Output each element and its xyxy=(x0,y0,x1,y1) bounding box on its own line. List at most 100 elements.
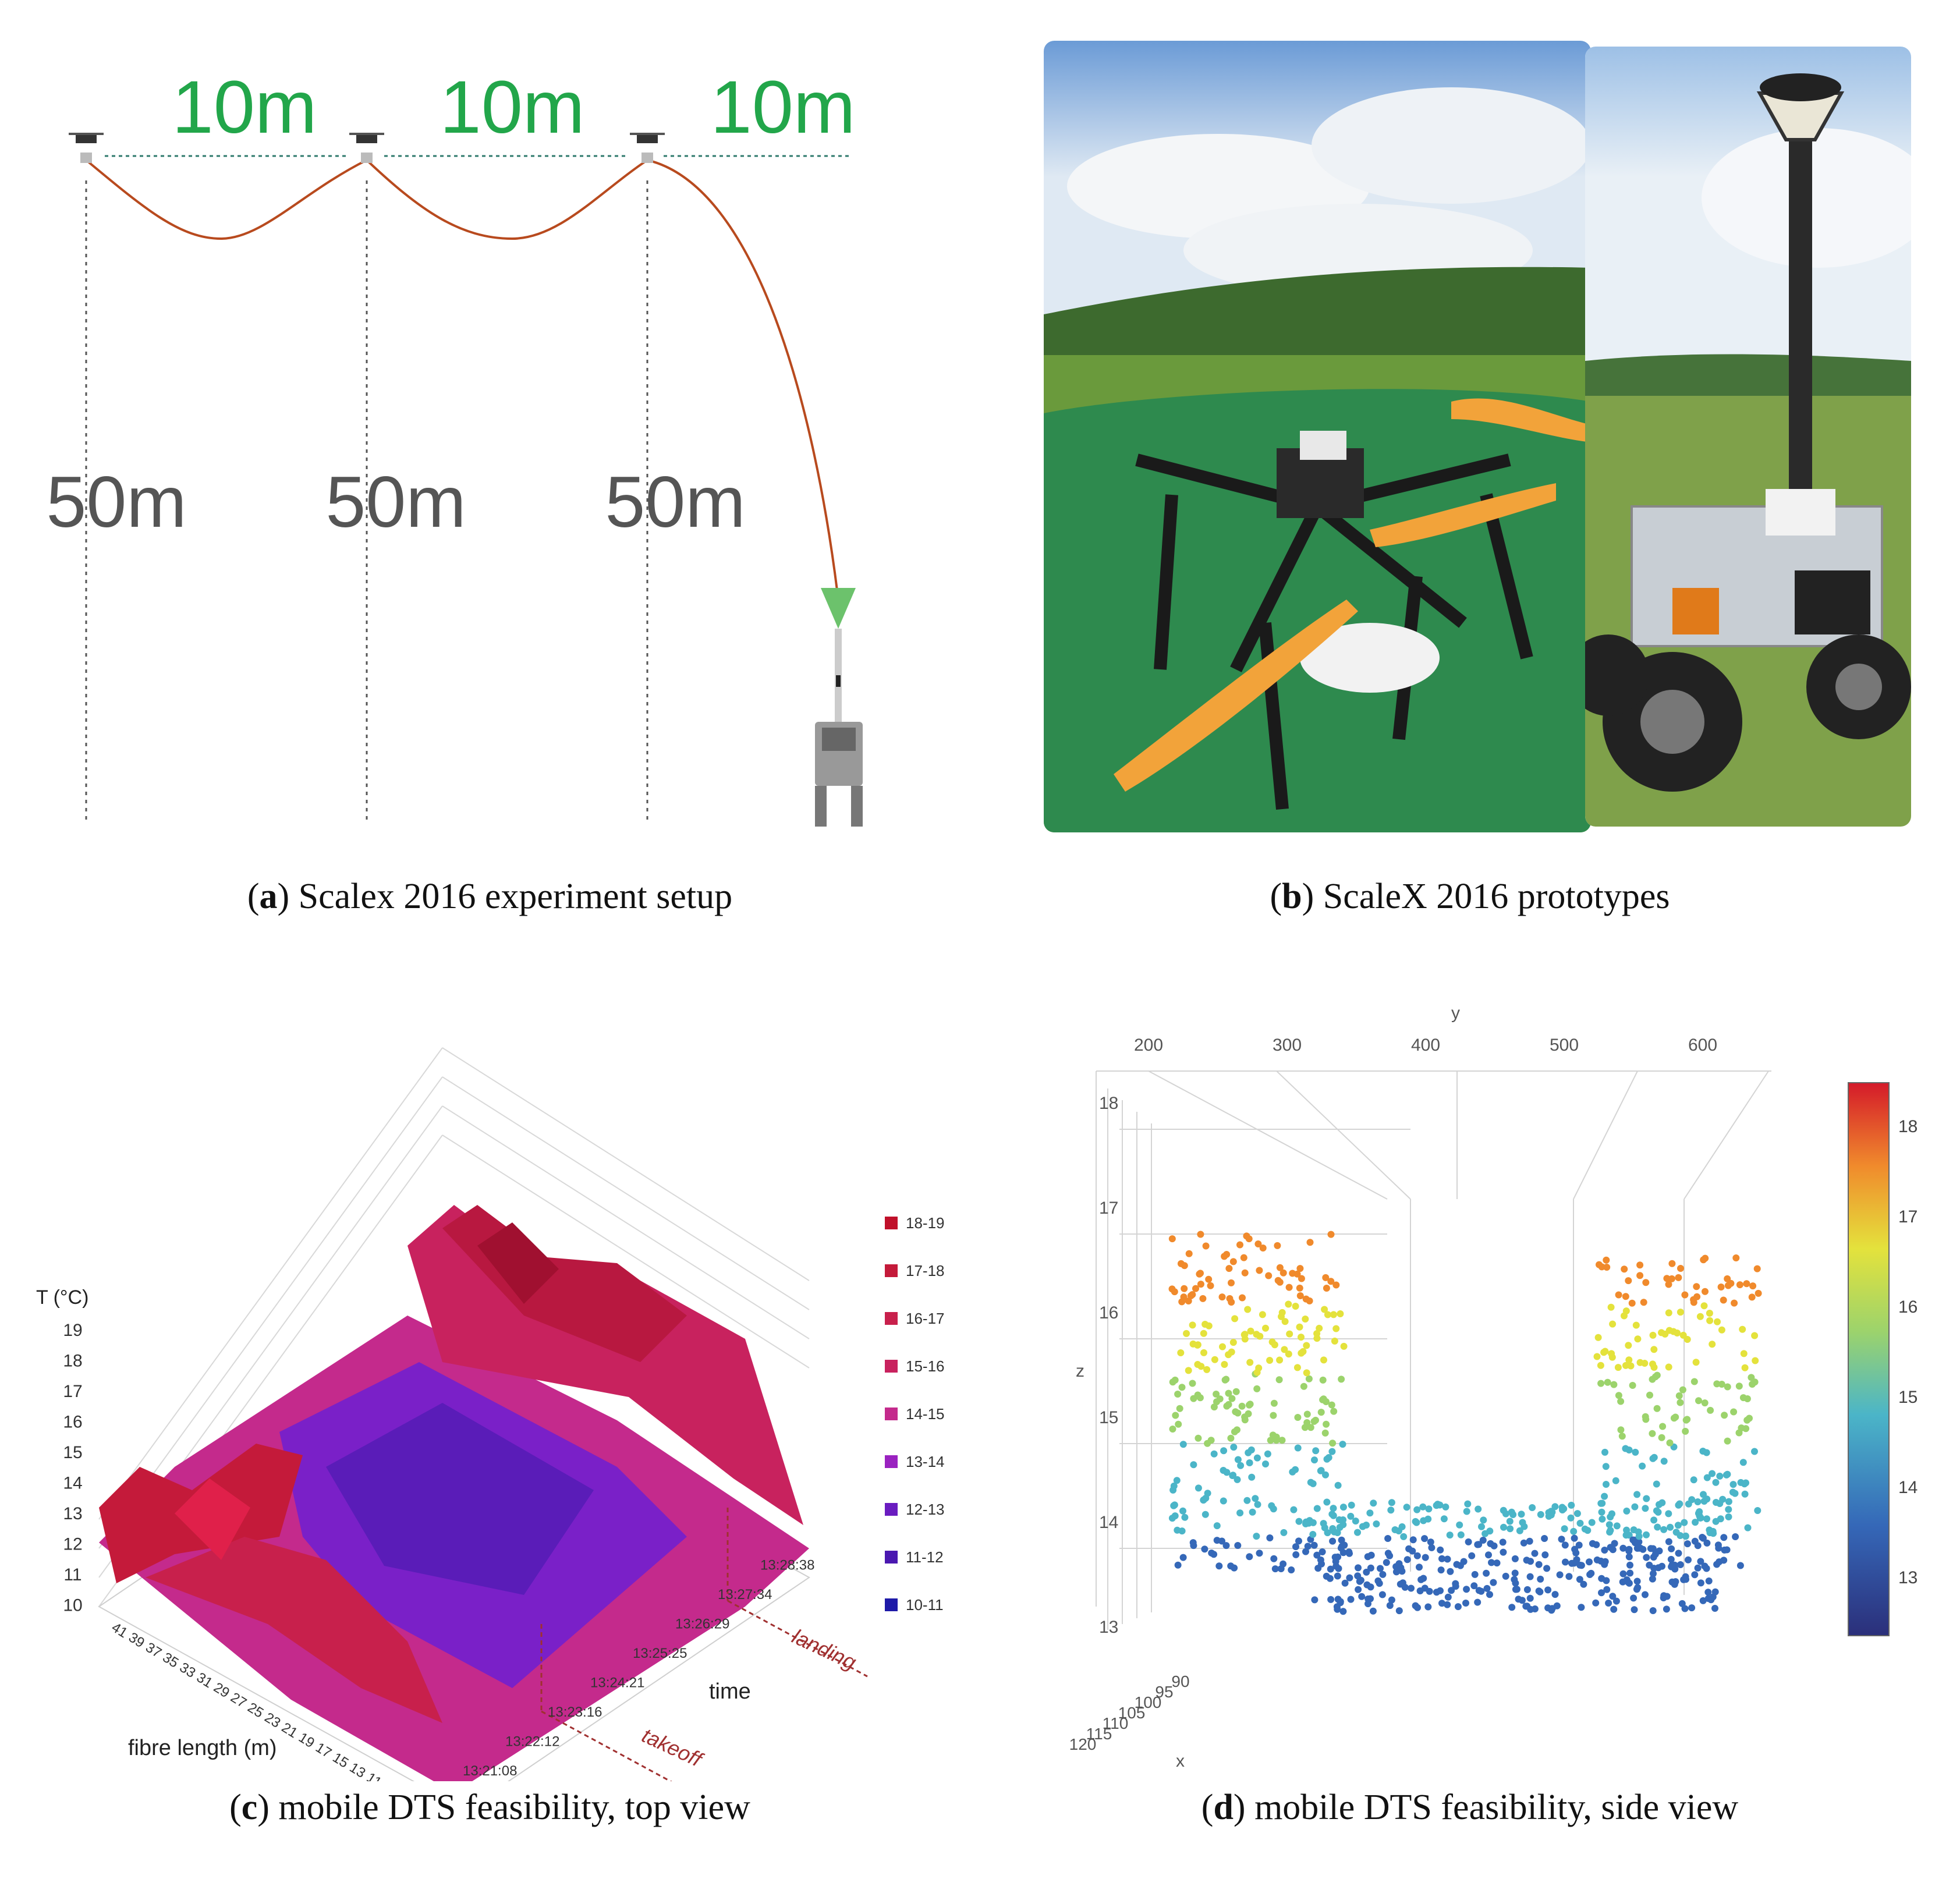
scatter-point xyxy=(1598,1263,1605,1271)
x-tick-label: 115 xyxy=(1086,1725,1112,1743)
scatter-point xyxy=(1211,1356,1218,1363)
scatter-point xyxy=(1614,1364,1622,1371)
scatter-point xyxy=(1562,1558,1569,1566)
scatter-point xyxy=(1731,1299,1738,1307)
scatter-point xyxy=(1395,1560,1403,1568)
scatter-point xyxy=(1220,1497,1227,1505)
scatter-point xyxy=(1201,1545,1208,1553)
scatter-point xyxy=(1327,1565,1334,1573)
scatter-point xyxy=(1319,1548,1326,1555)
scatter-point xyxy=(1709,1341,1716,1348)
scatter-point xyxy=(1397,1580,1404,1588)
scatter-point xyxy=(1679,1386,1686,1394)
scatter-point xyxy=(1208,1550,1215,1557)
scatter-point xyxy=(1721,1412,1728,1419)
scatter-point xyxy=(1658,1434,1665,1441)
scatter-point xyxy=(1169,1426,1176,1433)
scatter-point xyxy=(1626,1569,1634,1577)
scatter-point xyxy=(1256,1550,1263,1557)
scatter-point xyxy=(1593,1556,1601,1564)
scatter-point xyxy=(1635,1533,1643,1540)
scatter-point xyxy=(1330,1408,1338,1415)
scatter-point xyxy=(1660,1458,1668,1465)
scatter-point xyxy=(1660,1526,1668,1533)
scatter-point xyxy=(1195,1484,1202,1492)
scatter-point xyxy=(1280,1529,1288,1536)
scatter-point xyxy=(1628,1299,1636,1307)
y-tick-label: 500 xyxy=(1550,1036,1579,1055)
scatter-point xyxy=(1438,1555,1445,1562)
scatter-point xyxy=(1649,1545,1657,1552)
scatter-point xyxy=(1601,1547,1608,1554)
scatter-point xyxy=(1500,1506,1507,1514)
scatter-point xyxy=(1190,1395,1197,1402)
scatter-point xyxy=(1618,1433,1626,1440)
scatter-point xyxy=(1363,1568,1370,1576)
scatter-point xyxy=(1702,1288,1709,1295)
scatter-point xyxy=(1254,1501,1261,1508)
scatter-point xyxy=(1452,1583,1459,1590)
scatter-point xyxy=(1245,1410,1252,1417)
scatter-point xyxy=(1565,1573,1573,1580)
scatter-point xyxy=(1234,1476,1241,1483)
scatter-point xyxy=(1302,1518,1310,1526)
scatter-point xyxy=(1742,1479,1749,1487)
scatter-point xyxy=(1303,1410,1311,1418)
scatter-point xyxy=(1617,1398,1625,1405)
scatter-point xyxy=(1340,1342,1348,1350)
scatter-point xyxy=(1630,1526,1638,1534)
z-tick-label: 16 xyxy=(1099,1303,1118,1323)
z-tick-label: 18 xyxy=(1099,1094,1118,1113)
y-tick-label: 200 xyxy=(1134,1036,1163,1055)
scatter-point xyxy=(1625,1342,1632,1349)
scatter-point xyxy=(1384,1535,1392,1542)
scatter-point xyxy=(1674,1522,1682,1529)
scatter-point xyxy=(1246,1553,1253,1561)
scatter-point xyxy=(1690,1476,1697,1484)
scatter-point xyxy=(1470,1582,1478,1590)
scatter-point xyxy=(1171,1501,1178,1509)
scatter-point xyxy=(1636,1359,1644,1366)
scatter-point xyxy=(1339,1504,1347,1511)
scatter-point xyxy=(1675,1392,1683,1399)
scatter-point xyxy=(1625,1553,1633,1561)
scatter-point xyxy=(1266,1357,1274,1364)
fibre-tick-label: 37 xyxy=(143,1640,164,1661)
scatter-point xyxy=(1612,1597,1620,1605)
scatter-point xyxy=(1201,1321,1209,1328)
scatter-point xyxy=(1205,1275,1213,1283)
scatter-point xyxy=(1604,1378,1611,1386)
scatter-point xyxy=(1253,1385,1261,1392)
scatter-point xyxy=(1339,1441,1346,1448)
scatter-point xyxy=(1268,1338,1276,1346)
scatter-point xyxy=(1248,1473,1256,1481)
scatter-point xyxy=(1646,1561,1653,1569)
scatter-point xyxy=(1417,1576,1425,1583)
scatter-point xyxy=(1405,1545,1413,1552)
scatter-point xyxy=(1493,1559,1501,1567)
scatter-point xyxy=(1561,1525,1568,1533)
z-tick-label: 11 xyxy=(63,1565,81,1584)
scatter-point xyxy=(1697,1558,1704,1565)
scatter-point xyxy=(1366,1509,1374,1517)
scatter-point xyxy=(1599,1515,1606,1523)
scatter-point xyxy=(1174,1526,1181,1534)
scatter-point xyxy=(1236,1509,1244,1517)
z-tick-label: 18 xyxy=(63,1352,82,1371)
scatter-point xyxy=(1277,1565,1285,1572)
rover-icon xyxy=(815,588,863,827)
scatter-point xyxy=(1355,1586,1362,1593)
scatter-point xyxy=(1437,1587,1444,1594)
scatter-point xyxy=(1640,1299,1647,1306)
time-tick-label: 13:28:38 xyxy=(760,1558,814,1573)
scatter-point xyxy=(1328,1401,1335,1409)
scatter-point xyxy=(1295,1518,1303,1525)
scatter-point xyxy=(1202,1494,1210,1502)
scatter-point xyxy=(1602,1463,1610,1470)
spacing-label: 10m xyxy=(711,66,856,149)
scatter-point xyxy=(1601,1492,1608,1500)
scatter-point xyxy=(1448,1587,1455,1594)
scatter-point xyxy=(1537,1511,1544,1518)
scatter-point xyxy=(1739,1459,1747,1466)
scatter-point xyxy=(1642,1505,1649,1512)
